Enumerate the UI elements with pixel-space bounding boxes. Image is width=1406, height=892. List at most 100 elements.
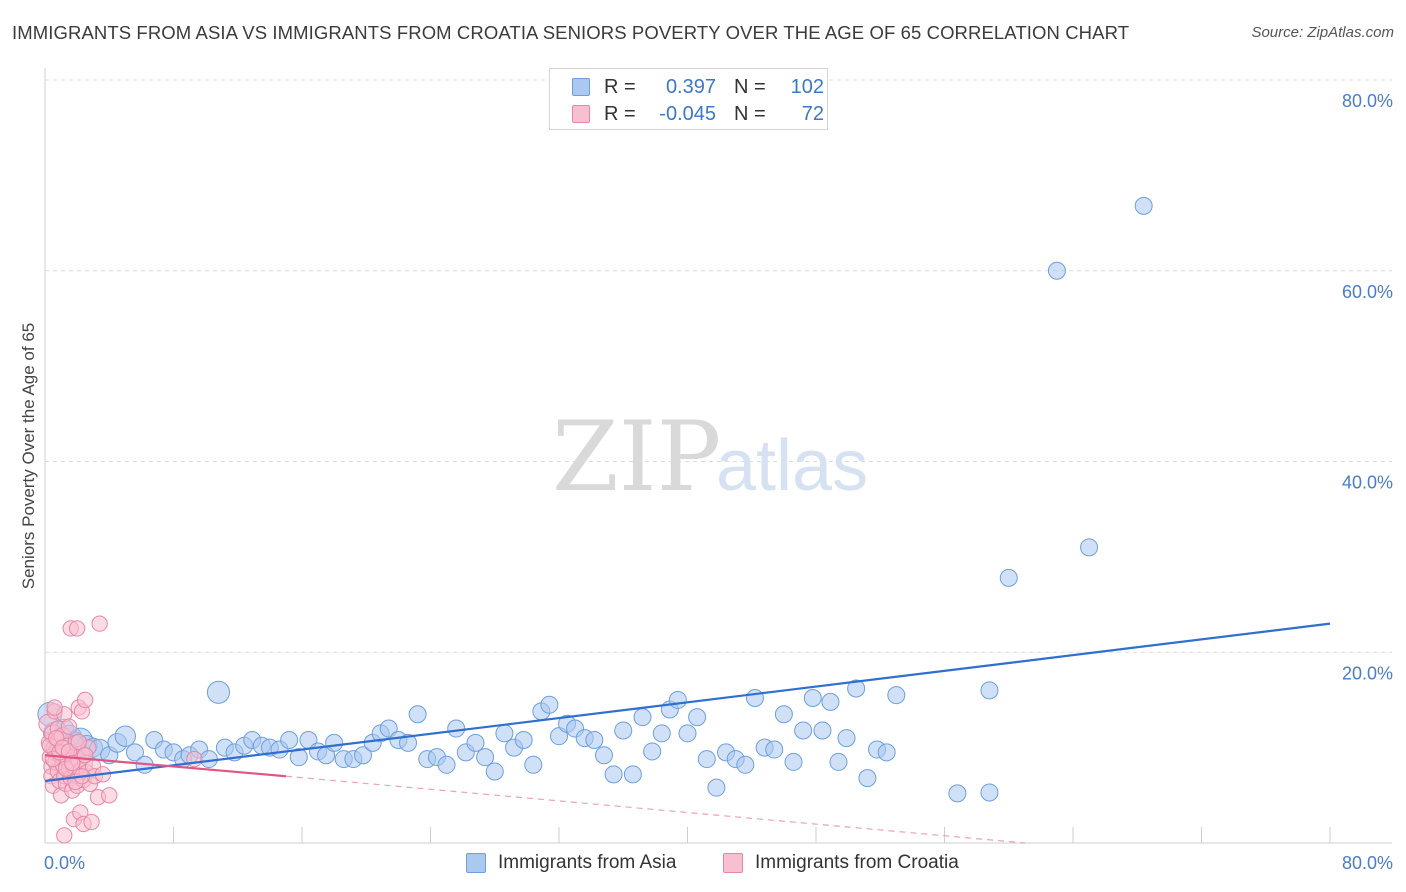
data-point (837, 729, 856, 748)
trend-line-extension (285, 775, 1025, 844)
data-point (784, 752, 803, 771)
legend-n-value: 72 (801, 102, 824, 125)
legend-r-label: R = (604, 102, 636, 125)
trend-line-asia (44, 622, 1331, 783)
data-point (408, 705, 427, 724)
data-point (887, 686, 906, 705)
data-point (476, 748, 495, 767)
legend-swatch-croatia (572, 105, 590, 123)
series-legend: Immigrants from Asia Immigrants from Cro… (0, 850, 1406, 880)
legend-n-value: 102 (790, 75, 824, 98)
y-tick-label: 60.0% (1342, 282, 1393, 302)
data-point (495, 724, 514, 743)
legend-label-croatia: Immigrants from Croatia (755, 852, 959, 873)
data-point (736, 755, 755, 774)
data-point (821, 692, 840, 711)
legend-row-asia: R = 0.397 N = 102 (572, 74, 824, 100)
x-tick-label: 0.0% (44, 853, 85, 873)
legend-label-asia: Immigrants from Asia (498, 852, 677, 873)
data-point (77, 691, 94, 709)
stats-legend: R = 0.397 N = 102 R = -0.045 N = 72 (549, 68, 828, 130)
chart-title: IMMIGRANTS FROM ASIA VS IMMIGRANTS FROM … (12, 22, 1130, 43)
data-point (280, 730, 299, 749)
data-point (999, 568, 1018, 587)
data-point (206, 680, 231, 704)
data-point (877, 743, 896, 762)
data-point (70, 733, 87, 751)
data-point (125, 743, 144, 762)
data-point (614, 721, 633, 740)
data-point (437, 755, 456, 774)
data-point (83, 813, 100, 831)
data-point (633, 708, 652, 727)
data-point (77, 747, 94, 764)
legend-item-asia[interactable]: Immigrants from Asia (466, 852, 676, 874)
data-point (1047, 261, 1066, 280)
trend-line-croatia (44, 754, 287, 778)
data-point (745, 689, 764, 708)
data-point (623, 765, 642, 784)
data-point (485, 762, 504, 781)
data-point (652, 724, 671, 743)
data-point (643, 742, 662, 761)
data-point (980, 681, 999, 700)
data-point (948, 784, 967, 803)
data-point (114, 725, 137, 747)
legend-n-label: N = (734, 75, 766, 98)
x-tick-label: 80.0% (1342, 853, 1393, 873)
chart-source: Source: ZipAtlas.com (1251, 24, 1394, 41)
data-point (56, 827, 73, 844)
data-point (765, 740, 784, 759)
data-point (794, 721, 813, 740)
data-point (540, 695, 559, 714)
legend-r-value: 0.397 (665, 75, 716, 98)
data-point (91, 615, 108, 632)
data-point (447, 719, 466, 738)
data-point (847, 679, 866, 698)
legend-swatch-asia (466, 853, 486, 873)
legend-n-label: N = (734, 102, 766, 125)
data-point (1080, 538, 1099, 557)
data-point (68, 620, 86, 637)
data-point (774, 705, 793, 724)
legend-swatch-asia (572, 78, 590, 96)
data-point (199, 750, 218, 769)
series-layer (37, 196, 1153, 844)
data-point (46, 699, 63, 716)
x-tick-labels: 0.0% 80.0% (44, 853, 1393, 873)
data-point (354, 746, 373, 765)
data-point (325, 733, 344, 752)
y-tick-label: 40.0% (1342, 473, 1393, 493)
data-point (466, 733, 485, 752)
data-point (101, 787, 118, 804)
watermark-atlas: atlas (716, 426, 868, 506)
y-tick-label: 20.0% (1342, 663, 1393, 683)
data-point (604, 765, 623, 784)
trend-layer (44, 622, 1331, 844)
legend-swatch-croatia (723, 853, 743, 873)
data-point (707, 778, 726, 797)
legend-row-croatia: R = -0.045 N = 72 (572, 101, 824, 127)
data-point (697, 750, 716, 769)
data-point (399, 733, 418, 752)
data-point (524, 755, 543, 774)
y-tick-labels: 20.0% 40.0% 60.0% 80.0% (1342, 91, 1393, 683)
data-point (803, 689, 822, 708)
data-point (813, 721, 832, 740)
data-point (585, 730, 604, 749)
data-point (668, 690, 687, 709)
data-point (514, 730, 533, 749)
legend-item-croatia[interactable]: Immigrants from Croatia (723, 852, 959, 874)
y-axis-label: Seniors Poverty Over the Age of 65 (19, 323, 38, 589)
data-point (289, 748, 308, 767)
legend-r-label: R = (604, 75, 636, 98)
data-point (60, 718, 78, 735)
data-point (858, 769, 877, 788)
y-tick-label: 80.0% (1342, 91, 1393, 111)
data-point (1134, 196, 1153, 215)
watermark-zip: ZIP (552, 401, 721, 513)
watermark: ZIP atlas (552, 401, 868, 513)
data-point (678, 724, 697, 743)
data-point (980, 783, 999, 802)
